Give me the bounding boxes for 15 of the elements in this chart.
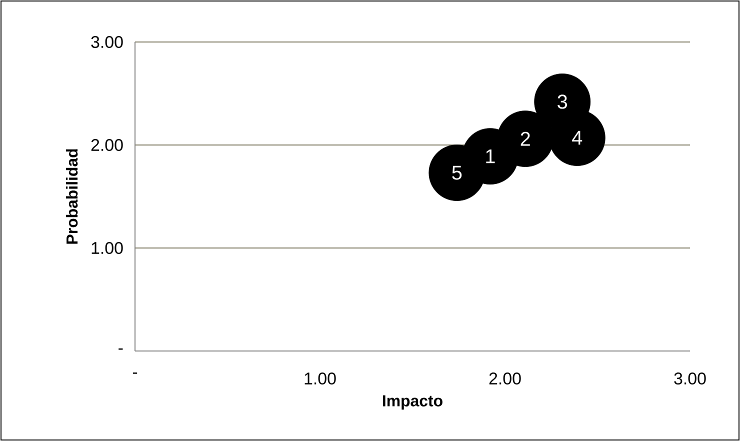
annotation: 5 [452,166,462,180]
x-tick-label: 2.00 [489,372,521,385]
y-tick-label: 1.00 [92,242,123,254]
annotation: 4 [572,130,582,145]
y-tick-label: 3.00 [91,36,123,48]
x-tick-label: 3.00 [674,372,706,385]
x-tick-label: 1.00 [304,372,336,385]
y-tick-label: - [118,348,123,350]
annotation: 1 [486,149,495,164]
annotation: 3 [558,94,568,109]
x-tick-label: - [132,372,138,374]
y-axis-title: Probabilidad [66,149,78,244]
annotation: 2 [520,132,530,146]
x-axis-title: Impacto [383,395,442,410]
y-tick-label: 2.00 [91,138,123,151]
